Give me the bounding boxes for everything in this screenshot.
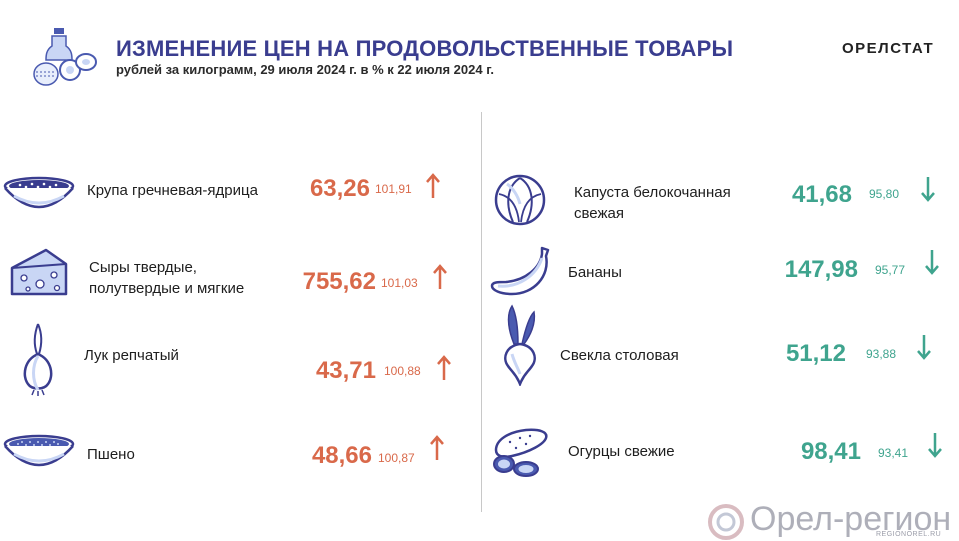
arrow-up-icon bbox=[426, 172, 440, 200]
item-name: Бананы bbox=[568, 264, 622, 281]
page-subtitle: рублей за килограмм, 29 июля 2024 г. в %… bbox=[116, 62, 494, 77]
buckwheat-bowl-icon bbox=[2, 176, 76, 212]
groceries-icon bbox=[33, 28, 97, 86]
item-name: Крупа гречневая-ядрица bbox=[87, 182, 258, 199]
item-percent: 93,41 bbox=[878, 446, 909, 460]
header-logo bbox=[32, 26, 102, 90]
arrow-down-icon bbox=[921, 175, 935, 203]
item-price: 147,98 bbox=[784, 256, 858, 283]
column-divider bbox=[481, 112, 482, 512]
item-percent: 100,87 bbox=[378, 451, 415, 465]
item-percent: 101,03 bbox=[381, 276, 418, 290]
cucumber-icon bbox=[490, 426, 550, 478]
millet-bowl-icon bbox=[2, 434, 76, 470]
brand-label: ОРЕЛСТАТ bbox=[842, 40, 935, 57]
item-price: 48,66 bbox=[311, 442, 372, 469]
item-name: Лук репчатый bbox=[84, 347, 179, 364]
arrow-down-icon bbox=[917, 333, 931, 361]
cheese-icon bbox=[10, 246, 68, 298]
item-name: Пшено bbox=[87, 446, 135, 463]
watermark-logo-icon bbox=[706, 504, 746, 540]
item-name: Сыры твердые, полутвердые и мягкие bbox=[89, 259, 245, 297]
arrow-up-icon bbox=[433, 263, 447, 291]
item-price: 63,26 bbox=[309, 175, 370, 202]
banana-icon bbox=[490, 246, 552, 296]
item-name: Свекла столовая bbox=[560, 347, 679, 364]
watermark-text: Орел-регион bbox=[750, 500, 952, 538]
item-name: Огурцы свежие bbox=[568, 443, 675, 460]
item-price: 43,71 bbox=[315, 357, 376, 384]
arrow-up-icon bbox=[430, 434, 444, 462]
beet-icon bbox=[500, 304, 540, 386]
watermark-subtext: REGIONOREL.RU bbox=[876, 531, 942, 538]
item-percent: 95,80 bbox=[869, 187, 900, 201]
item-percent: 101,91 bbox=[375, 182, 412, 196]
item-price: 41,68 bbox=[791, 181, 852, 208]
item-price: 51,12 bbox=[785, 340, 846, 367]
onion-icon bbox=[20, 320, 56, 396]
item-price: 755,62 bbox=[302, 268, 376, 295]
arrow-up-icon bbox=[437, 354, 451, 382]
cabbage-icon bbox=[493, 174, 547, 226]
item-percent: 93,88 bbox=[866, 347, 897, 361]
item-name: Капуста белокочанная свежая bbox=[574, 184, 731, 222]
arrow-down-icon bbox=[925, 248, 939, 276]
item-percent: 95,77 bbox=[875, 263, 906, 277]
item-percent: 100,88 bbox=[384, 364, 421, 378]
page-title: ИЗМЕНЕНИЕ ЦЕН НА ПРОДОВОЛЬСТВЕННЫЕ ТОВАР… bbox=[116, 36, 734, 61]
arrow-down-icon bbox=[928, 431, 942, 459]
item-price: 98,41 bbox=[800, 438, 861, 465]
